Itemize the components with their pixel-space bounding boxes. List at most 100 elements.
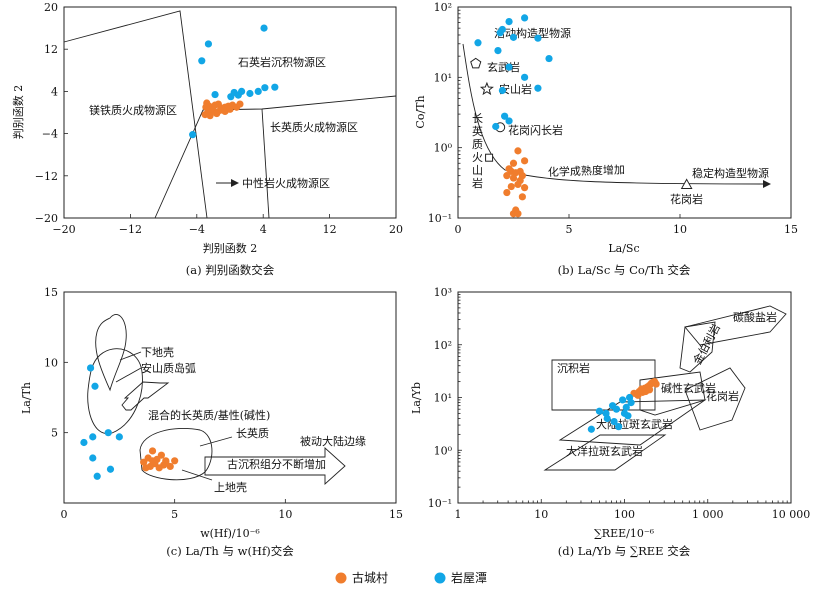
x-label-b: La/Sc	[608, 242, 639, 255]
y-label-b: Co/Th	[414, 95, 427, 128]
label-oceanic: 大洋拉斑玄武岩	[566, 444, 643, 458]
label-upper-crust: 上地壳	[214, 480, 247, 494]
point-yanwutan	[189, 131, 197, 139]
legend-label-guchengcun: 古城村	[352, 570, 388, 585]
x-tick-label-b: 10	[673, 223, 687, 236]
label-recycling: 古沉积组分不断增加	[227, 457, 326, 471]
point-yanwutan	[89, 433, 97, 441]
point-yanwutan	[612, 405, 621, 413]
point-yanwutan	[246, 89, 254, 98]
point-guchengcun	[162, 458, 170, 466]
legend-marker-guchengcun	[335, 572, 347, 584]
y-tick-label-d: 10⁰	[434, 444, 453, 457]
point-guchengcun	[148, 447, 157, 455]
point-yanwutan	[474, 39, 482, 47]
point-yanwutan	[204, 40, 213, 48]
point-guchengcun	[236, 100, 244, 108]
label-basalt: 玄武岩	[487, 60, 520, 74]
x-tick-label-a: 12	[323, 223, 337, 236]
x-label-a: 判别函数 2	[203, 242, 258, 255]
plot-area-b	[457, 6, 792, 219]
y-label-c: La/Th	[20, 382, 33, 414]
point-yanwutan	[595, 407, 604, 415]
points-c	[80, 364, 179, 480]
reference-symbols-b	[470, 57, 693, 189]
panel-c: 下地壳 安山质岛弧 混合的长英质/基性(碱性) 长英质 被动大陆边缘 古沉积组分…	[20, 286, 403, 558]
label-stable: 稳定构造型物源	[692, 166, 769, 180]
point-yanwutan	[625, 393, 634, 402]
boundary-a-3	[261, 108, 270, 219]
x-tick-label-d: 1	[455, 508, 462, 521]
x-tick-label-d: 10	[534, 508, 548, 521]
point-yanwutan	[622, 403, 630, 411]
plot-area-a	[63, 6, 397, 219]
point-guchengcun	[639, 388, 647, 396]
label-granite-d: 花岗岩	[706, 389, 739, 403]
field-andesitic-arc	[87, 348, 143, 435]
point-yanwutan	[254, 87, 262, 95]
x-tick-label-a: −4	[189, 223, 205, 236]
x-tick-label-a: −12	[119, 223, 142, 236]
point-yanwutan	[534, 34, 542, 42]
point-yanwutan	[505, 117, 513, 125]
point-yanwutan	[104, 429, 112, 437]
point-guchengcun	[509, 159, 518, 167]
y-tick-label-b: 10⁰	[434, 142, 453, 155]
caption-b: (b) La/Sc 与 Co/Th 交会	[558, 263, 691, 277]
point-yanwutan	[624, 412, 632, 420]
field-alkali-basalt	[639, 371, 706, 416]
point-yanwutan	[603, 414, 611, 423]
point-guchengcun	[171, 457, 179, 465]
boundary-a-2	[154, 95, 397, 219]
point-guchengcun	[226, 105, 234, 113]
ref-felsic-volcanic-symbol	[485, 153, 494, 162]
y-tick-label-b: 10¹	[434, 71, 452, 84]
x-tick-label-c: 10	[278, 508, 292, 521]
label-granite: 花岗岩	[670, 192, 703, 206]
label-sedimentary: 沉积岩	[557, 361, 590, 375]
point-yanwutan	[610, 417, 618, 426]
point-yanwutan	[198, 57, 206, 65]
y-tick-label-a: 12	[44, 43, 58, 56]
point-yanwutan	[505, 18, 513, 26]
point-yanwutan	[86, 364, 95, 372]
point-yanwutan	[261, 84, 269, 92]
y-tick-label-a: −4	[42, 128, 58, 141]
region-mafic: 镁铁质火成物源区	[89, 103, 177, 117]
axes-d: 1 10 100 1 000 10 000 10³ 10² 10¹ 10⁰ 10⁻¹	[428, 286, 810, 521]
field-felsic	[139, 427, 213, 481]
boundary-a-1	[63, 10, 208, 219]
plot-area-c	[63, 291, 397, 504]
point-guchengcun	[155, 464, 163, 472]
label-lower-crust: 下地壳	[141, 345, 174, 359]
point-guchengcun	[140, 458, 148, 466]
y-label-a: 判别函数 2	[12, 85, 25, 140]
legend-label-yanwutan: 岩屋潭	[451, 570, 487, 585]
caption-c: (c) La/Th 与 w(Hf)交会	[166, 544, 294, 558]
label-andesitic-arc: 安山质岛弧	[141, 361, 196, 375]
point-yanwutan	[521, 14, 529, 22]
field-kimberlite	[679, 321, 716, 373]
points-d	[587, 378, 660, 433]
point-guchengcun	[202, 103, 210, 111]
y-label-d: La/Yb	[410, 382, 423, 414]
point-yanwutan	[615, 423, 623, 431]
label-carbonatite: 碳酸盐岩	[733, 310, 777, 324]
region-felsic: 长英质火成物源区	[270, 120, 358, 134]
point-guchengcun	[514, 180, 522, 189]
label-kimberlite: 金伯利岩	[690, 321, 723, 366]
point-yanwutan	[89, 454, 97, 462]
y-tick-label-a: 20	[44, 1, 58, 14]
point-yanwutan	[260, 24, 268, 32]
point-guchengcun	[142, 464, 150, 472]
point-guchengcun	[521, 157, 529, 165]
point-yanwutan	[106, 465, 115, 473]
x-label-c: w(Hf)/10⁻⁶	[200, 527, 260, 540]
y-tick-label-c: 10	[44, 356, 58, 369]
point-yanwutan	[619, 396, 627, 404]
x-tick-label-a: 20	[389, 223, 403, 236]
field-lower-crust	[95, 313, 127, 392]
ref-granite-symbol	[680, 178, 693, 189]
axes-c: 0 5 10 15 15 10 5	[44, 286, 403, 521]
x-tick-label-d: 10 000	[772, 508, 811, 521]
